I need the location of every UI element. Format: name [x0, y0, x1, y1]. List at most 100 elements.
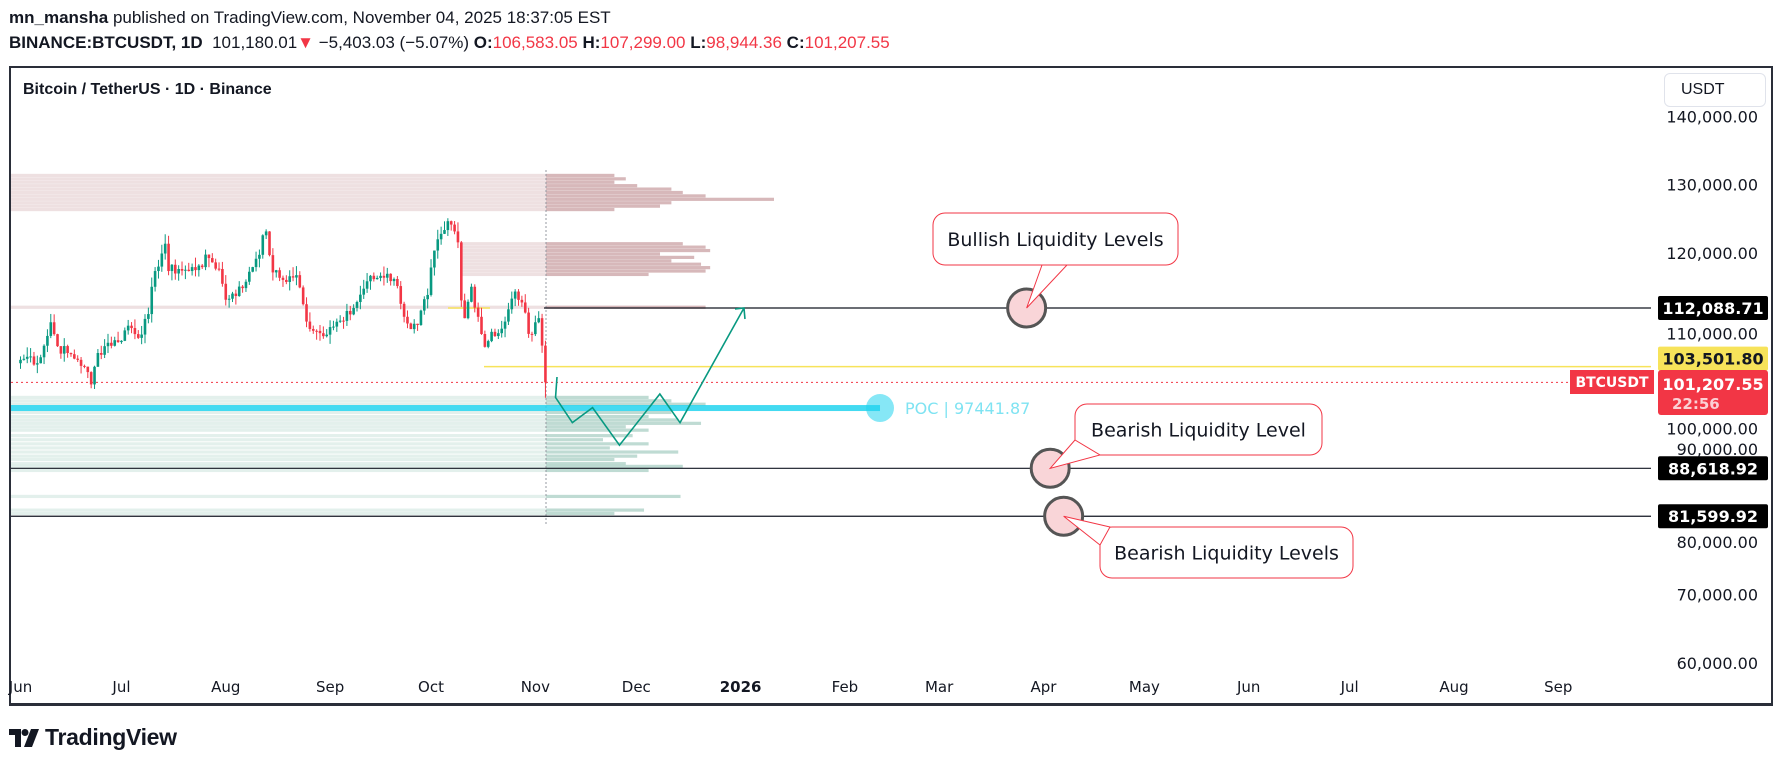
- candle-body: [392, 278, 396, 282]
- sell-volume-row-bar: [546, 252, 660, 256]
- candle-body: [335, 321, 339, 327]
- author-name[interactable]: mn_mansha: [9, 8, 109, 27]
- candle-body: [490, 331, 493, 342]
- high-value: 107,299.00: [600, 33, 686, 52]
- poc-marker: [866, 394, 894, 423]
- candle-body: [271, 255, 275, 273]
- candle-body: [248, 271, 251, 282]
- buy-volume-row-band: [11, 421, 546, 425]
- sell-volume-row-band: [11, 201, 546, 205]
- candle-body: [160, 253, 164, 267]
- price-change: −5,403.03 (−5.07%): [318, 33, 470, 52]
- candle-body: [423, 299, 426, 311]
- candle-body: [439, 233, 443, 240]
- candle-body: [42, 345, 46, 358]
- plot-area: POC | 97441.87 Bullish Liquidity Levels Be…: [11, 170, 1651, 579]
- candle-body: [76, 358, 80, 360]
- sell-volume-row-bar: [546, 248, 711, 253]
- buy-volume-row-band: [11, 428, 546, 432]
- ohlc-line: BINANCE:BTCUSDT, 1D 101,180.01▼ −5,403.0…: [9, 33, 890, 53]
- sell-volume-row-bar: [546, 259, 672, 263]
- buy-volume-row-bar: [546, 464, 683, 468]
- candle-body: [382, 275, 386, 278]
- x-tick-label: Oct: [418, 678, 444, 696]
- sell-volume-row-bar: [546, 242, 683, 246]
- candle-body: [197, 265, 201, 271]
- candle-body: [184, 269, 187, 271]
- candle-body: [110, 342, 113, 346]
- sell-volume-row-band: [11, 184, 546, 188]
- buy-volume-row-bar: [546, 462, 626, 466]
- currency-button[interactable]: USDT: [1664, 73, 1766, 107]
- candle-body: [96, 353, 100, 367]
- y-tick-label: 130,000.00: [1666, 176, 1758, 195]
- sell-volume-row-bar: [546, 207, 615, 212]
- sell-volume-row-bar: [546, 245, 706, 249]
- candle-body: [59, 346, 63, 354]
- close-value: 101,207.55: [804, 33, 890, 52]
- candle-body: [534, 322, 537, 335]
- buy-volume-row-band: [11, 442, 546, 446]
- sell-volume-row-band: [461, 262, 546, 266]
- publish-info: mn_mansha published on TradingView.com, …: [9, 8, 611, 28]
- candle-body: [32, 356, 36, 365]
- candle-body: [62, 346, 66, 354]
- callout-pointer: [1048, 439, 1102, 470]
- candle-body: [513, 291, 517, 299]
- candle-body: [308, 321, 312, 329]
- buy-volume-row-band: [11, 464, 546, 468]
- candle-body: [476, 307, 480, 317]
- candle-body: [200, 265, 204, 268]
- low-label: L:: [690, 33, 707, 52]
- candle-body: [298, 275, 302, 288]
- candle-body: [460, 242, 463, 301]
- buy-volume-row-band: [11, 434, 546, 438]
- candle-body: [52, 322, 56, 335]
- candle-body: [120, 340, 123, 343]
- x-tick-label: Nov: [521, 678, 550, 696]
- candle-body: [106, 342, 110, 347]
- y-tick-label: 60,000.00: [1677, 654, 1758, 673]
- candle-body: [113, 340, 117, 346]
- buy-volume-row-band: [11, 511, 546, 516]
- x-tick-label: Aug: [1439, 678, 1468, 696]
- buy-volume-row-band: [11, 446, 546, 450]
- candle-body: [325, 334, 329, 337]
- candle-body: [402, 303, 406, 317]
- candle-body: [426, 294, 429, 300]
- last-price: 101,180.01: [212, 33, 298, 52]
- sell-volume-row-band: [11, 194, 546, 198]
- brand-name: TradingView: [45, 724, 177, 750]
- candle-body: [355, 302, 359, 308]
- x-tick-label: May: [1129, 678, 1160, 696]
- candle-body: [274, 270, 278, 273]
- candle-body: [510, 298, 514, 310]
- candle-body: [480, 316, 483, 334]
- candle-body: [322, 333, 325, 337]
- candle-body: [369, 275, 372, 282]
- x-tick-label: Jun: [1236, 678, 1260, 696]
- candle-body: [93, 366, 96, 385]
- sell-volume-row-band: [11, 190, 546, 195]
- level-price-tag: 103,501.80: [1662, 350, 1763, 369]
- open-label: O:: [473, 33, 493, 52]
- buy-volume-row-bar: [546, 414, 649, 419]
- candle-body: [429, 267, 433, 295]
- poc-label: POC | 97441.87: [905, 399, 1030, 418]
- high-label: H:: [582, 33, 601, 52]
- candle-body: [224, 283, 228, 300]
- buy-volume-row-bar: [546, 399, 672, 403]
- bar-countdown: 22:56: [1672, 395, 1720, 413]
- candle-body: [86, 366, 90, 373]
- x-tick-label: Aug: [211, 678, 240, 696]
- candle-body: [540, 318, 544, 346]
- candle-body: [264, 231, 268, 236]
- x-tick-label: Apr: [1030, 678, 1057, 696]
- candle-body: [520, 299, 524, 303]
- buy-volume-row-band: [11, 395, 546, 399]
- candle-body: [39, 357, 42, 364]
- candle-body: [443, 230, 446, 234]
- buy-volume-row-band: [11, 457, 546, 462]
- candle-body: [416, 323, 419, 325]
